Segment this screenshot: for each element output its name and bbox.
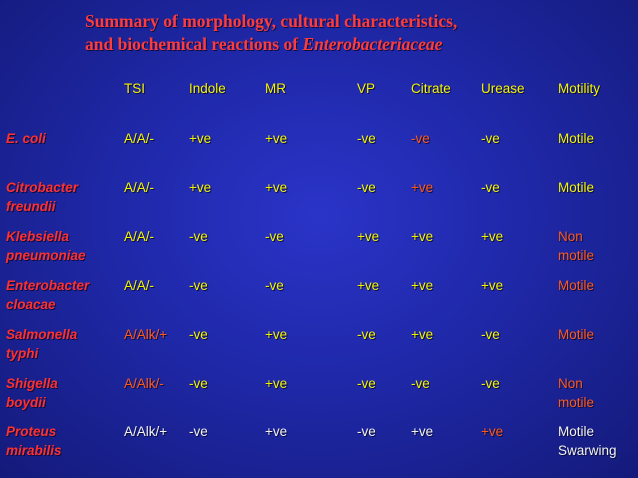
cell-vp: -ve [357, 180, 376, 195]
cell-vp: -ve [357, 376, 376, 391]
cell-urease: +ve [481, 229, 504, 244]
cell-tsi: A/Alk/- [124, 376, 164, 391]
title-line-2: and biochemical reactions of Enterobacte… [85, 33, 625, 56]
cell-tsi: A/Alk/+ [124, 327, 168, 342]
organism-line: Shigella [6, 376, 58, 391]
cell-citrate: +ve [411, 424, 434, 439]
cell-urease: -ve [481, 327, 500, 342]
cell-mr: +ve [265, 131, 288, 146]
cell-tsi: A/A/- [124, 131, 155, 146]
header-urease: Urease [481, 81, 525, 96]
organism-name: Shigella boydii [6, 374, 121, 412]
cell-mr: +ve [265, 376, 288, 391]
motility-line: Motile [558, 131, 595, 146]
motility-line: Motile [558, 278, 595, 293]
motility-line: Motile [558, 424, 595, 439]
motility-line: motile [558, 395, 595, 410]
cell-motility: Non motile [558, 227, 594, 265]
cell-tsi: A/Alk/+ [124, 424, 168, 439]
cell-vp: -ve [357, 327, 376, 342]
header-citrate: Citrate [411, 81, 451, 96]
cell-tsi: A/A/- [124, 278, 155, 293]
cell-citrate: +ve [411, 180, 434, 195]
cell-motility: Motile [558, 178, 594, 197]
cell-indole: +ve [189, 180, 212, 195]
motility-line: Non [558, 229, 583, 244]
cell-citrate: +ve [411, 278, 434, 293]
organism-line: E. coli [6, 131, 46, 146]
motility-line: Non [558, 376, 583, 391]
motility-line: Motile [558, 180, 595, 195]
organism-line: pneumoniae [6, 248, 86, 263]
cell-urease: -ve [481, 131, 500, 146]
cell-indole: -ve [189, 327, 208, 342]
title-line-2-text: and biochemical reactions of [85, 34, 303, 54]
cell-indole: -ve [189, 229, 208, 244]
organism-name: Citrobacter freundii [6, 178, 121, 216]
cell-citrate: -ve [411, 376, 430, 391]
header-indole: Indole [189, 81, 226, 96]
cell-motility: Motile [558, 325, 594, 344]
organism-line: boydii [6, 395, 46, 410]
motility-line: Swarwing [558, 443, 617, 458]
cell-mr: -ve [265, 278, 284, 293]
organism-line: freundii [6, 199, 56, 214]
cell-motility: Motile [558, 276, 594, 295]
header-motility: Motility [558, 81, 601, 96]
motility-line: motile [558, 248, 595, 263]
cell-motility: Motile Swarwing [558, 422, 617, 460]
cell-motility: Non motile [558, 374, 594, 412]
cell-citrate: +ve [411, 327, 434, 342]
cell-tsi: A/A/- [124, 180, 155, 195]
cell-indole: +ve [189, 131, 212, 146]
cell-vp: +ve [357, 229, 380, 244]
header-mr: MR [265, 81, 286, 96]
organism-name: Enterobacter cloacae [6, 276, 121, 314]
organism-line: mirabilis [6, 443, 62, 458]
cell-citrate: +ve [411, 229, 434, 244]
organism-name: Proteus mirabilis [6, 422, 121, 460]
organism-line: Citrobacter [6, 180, 79, 195]
title-line-1: Summary of morphology, cultural characte… [85, 11, 458, 31]
cell-motility: Motile [558, 129, 594, 148]
organism-line: cloacae [6, 297, 56, 312]
header-tsi: TSI [124, 81, 146, 96]
cell-urease: +ve [481, 278, 504, 293]
cell-mr: +ve [265, 327, 288, 342]
cell-citrate: -ve [411, 131, 430, 146]
organism-name: Salmonella typhi [6, 325, 121, 363]
title-family-name: Enterobacteriaceae [302, 34, 443, 54]
cell-vp: -ve [357, 424, 376, 439]
cell-urease: -ve [481, 180, 500, 195]
organism-name: Klebsiella pneumoniae [6, 227, 121, 265]
cell-mr: +ve [265, 180, 288, 195]
organism-line: Proteus [6, 424, 57, 439]
cell-indole: -ve [189, 278, 208, 293]
cell-indole: -ve [189, 376, 208, 391]
cell-vp: -ve [357, 131, 376, 146]
motility-line: Motile [558, 327, 595, 342]
organism-line: Enterobacter [6, 278, 90, 293]
cell-mr: -ve [265, 229, 284, 244]
slide-title: Summary of morphology, cultural characte… [85, 10, 625, 56]
cell-urease: -ve [481, 376, 500, 391]
organism-line: typhi [6, 346, 39, 361]
organism-name: E. coli [6, 129, 121, 148]
organism-line: Klebsiella [6, 229, 70, 244]
cell-urease: +ve [481, 424, 504, 439]
cell-mr: +ve [265, 424, 288, 439]
cell-vp: +ve [357, 278, 380, 293]
cell-tsi: A/A/- [124, 229, 155, 244]
header-vp: VP [357, 81, 376, 96]
cell-indole: -ve [189, 424, 208, 439]
organism-line: Salmonella [6, 327, 78, 342]
